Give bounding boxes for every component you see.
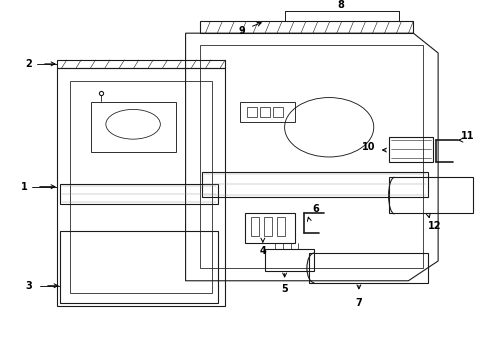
Text: 1: 1	[21, 182, 27, 192]
Text: 8: 8	[338, 0, 344, 10]
Text: 2: 2	[25, 59, 32, 69]
Text: 11: 11	[461, 131, 475, 141]
Text: 5: 5	[281, 284, 288, 294]
Text: 9: 9	[239, 26, 245, 36]
Text: 4: 4	[259, 246, 266, 256]
Text: 7: 7	[356, 298, 362, 307]
Text: 10: 10	[362, 142, 375, 152]
Text: 3: 3	[25, 281, 32, 291]
Text: 6: 6	[312, 204, 318, 215]
Text: 12: 12	[428, 221, 442, 231]
